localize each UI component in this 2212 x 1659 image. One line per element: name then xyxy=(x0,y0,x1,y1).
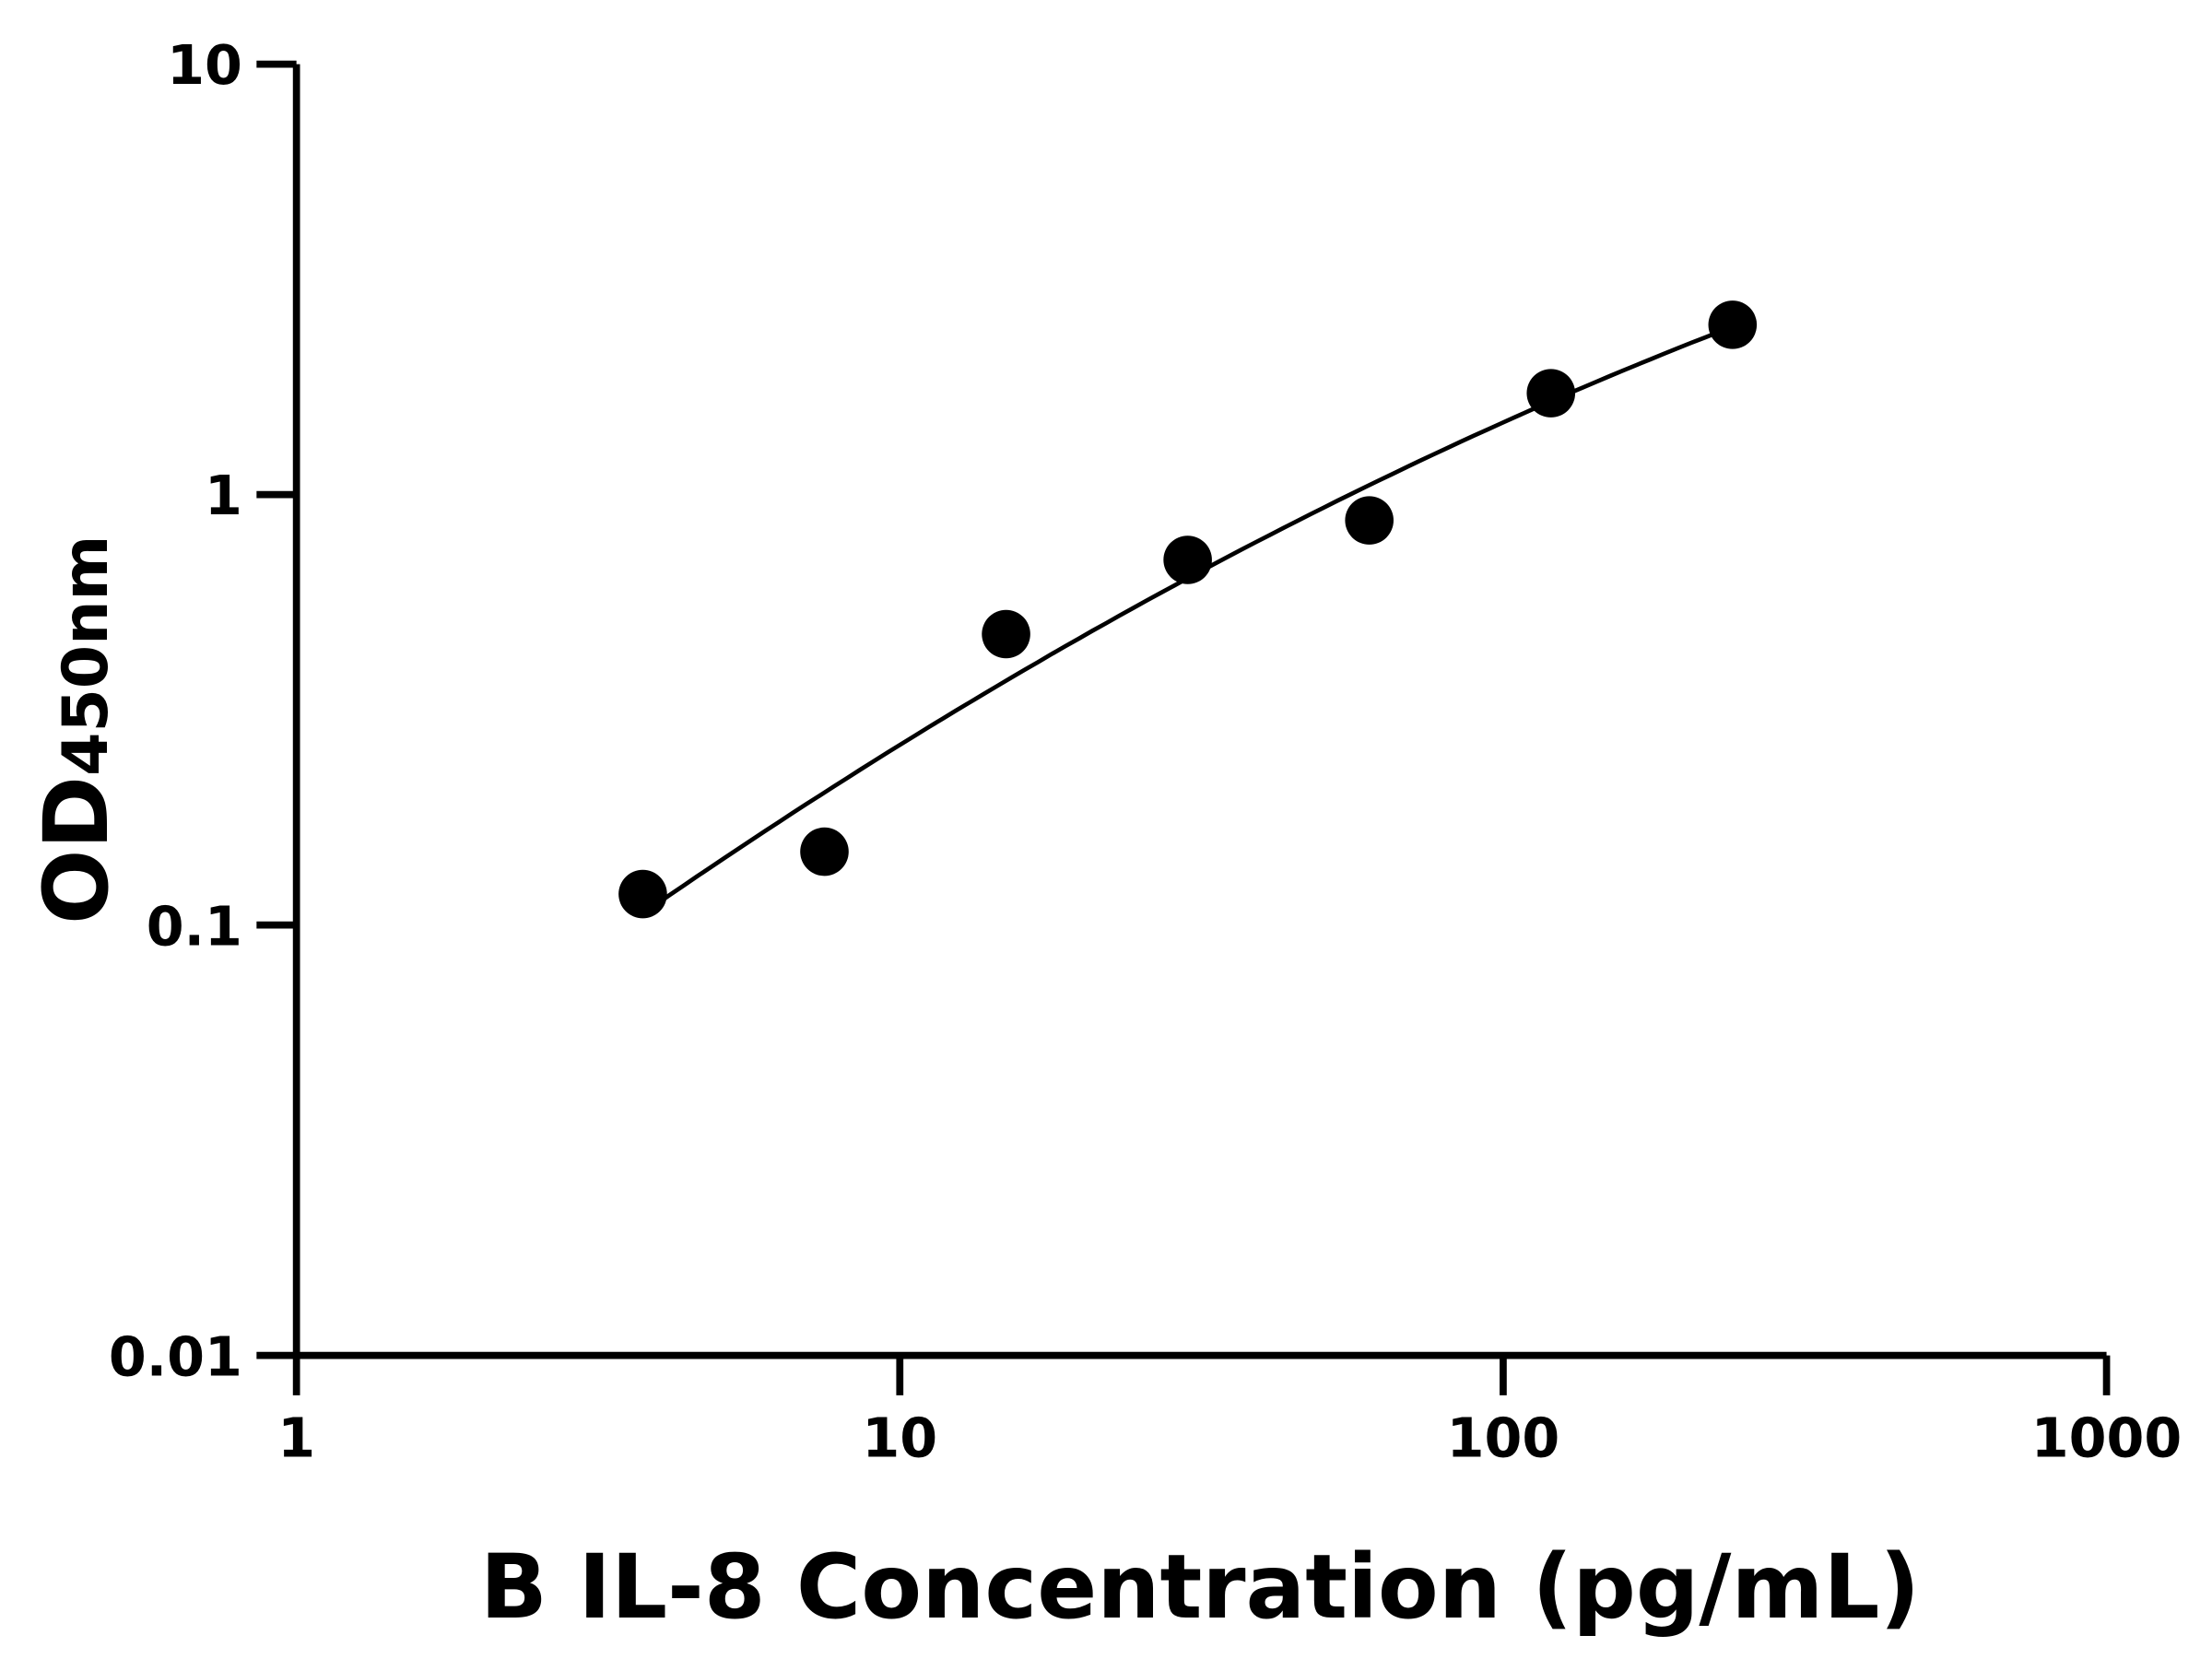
y-axis-label-main: OD xyxy=(25,776,128,924)
y-tick-label: 10 xyxy=(167,33,242,97)
data-point xyxy=(1163,535,1212,584)
x-axis-label: B IL-8 Concentration (pg/mL) xyxy=(480,1535,1920,1639)
y-tick-label: 0.01 xyxy=(109,1324,242,1388)
axes: 1 10 100 1000 0.01 0.1 1 10 xyxy=(109,33,2182,1469)
data-point xyxy=(1345,496,1394,545)
data-point xyxy=(1526,369,1576,418)
fit-curve xyxy=(641,324,1734,916)
y-axis-label: OD450nm xyxy=(25,535,128,924)
x-tick-label: 10 xyxy=(862,1406,937,1469)
data-point xyxy=(618,869,667,919)
x-tick-label: 1000 xyxy=(2031,1406,2183,1469)
x-tick-label: 1 xyxy=(277,1406,315,1469)
y-axis-label-subscript: 450nm xyxy=(50,535,123,776)
x-tick-label: 100 xyxy=(1447,1406,1560,1469)
data-points xyxy=(618,300,1758,919)
data-point xyxy=(982,609,1030,659)
y-tick-label: 1 xyxy=(205,464,242,527)
data-point xyxy=(1708,300,1758,349)
data-point xyxy=(800,827,849,877)
y-tick-label: 0.1 xyxy=(147,894,242,958)
